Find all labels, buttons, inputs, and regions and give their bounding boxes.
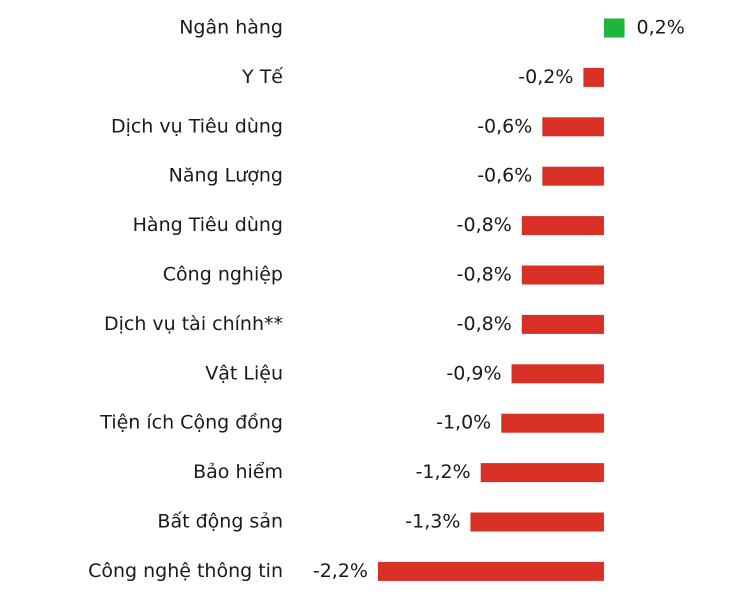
category-label: Năng Lượng [169,165,283,187]
category-label: Bảo hiểm [193,461,283,483]
category-label: Công nghệ thông tin [88,560,283,582]
bar [480,463,604,483]
category-label: Dịch vụ tài chính** [104,313,283,335]
value-label: -2,2% [313,560,368,582]
bar [542,117,604,137]
bar [603,18,625,38]
bar [470,512,604,532]
bar [378,561,604,581]
value-label: -0,8% [457,214,512,236]
category-label: Ngân hàng [179,17,283,39]
bar [521,314,604,334]
bar [542,166,604,186]
value-label: -0,8% [457,313,512,335]
category-label: Bất động sản [157,511,283,533]
category-label: Công nghiệp [163,264,283,286]
value-label: -0,8% [457,264,512,286]
bar [501,413,604,433]
bar [583,67,604,87]
value-label: -0,6% [477,165,532,187]
value-label: -0,2% [518,66,573,88]
value-label: 0,2% [637,17,685,39]
bar [521,216,604,236]
category-label: Vật Liệu [205,362,283,384]
value-label: -1,3% [405,511,460,533]
value-label: -0,9% [446,362,501,384]
value-label: -1,2% [416,461,471,483]
bar [521,265,604,285]
category-label: Hàng Tiêu dùng [133,214,283,236]
category-label: Y Tế [241,66,283,88]
bar [511,364,604,384]
value-label: -0,6% [477,115,532,137]
value-label: -1,0% [436,412,491,434]
category-label: Dịch vụ Tiêu dùng [111,115,283,137]
category-label: Tiện ích Cộng đồng [99,412,283,434]
